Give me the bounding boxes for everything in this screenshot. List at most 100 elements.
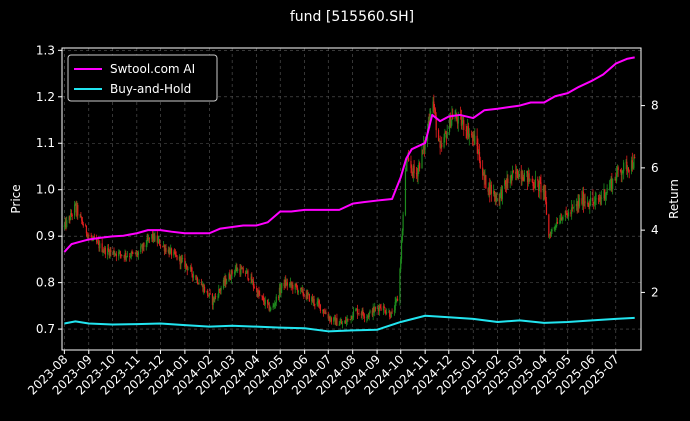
price-bar bbox=[118, 251, 120, 257]
price-bar bbox=[560, 217, 562, 220]
price-bar bbox=[594, 199, 596, 202]
price-bar bbox=[173, 251, 175, 256]
price-bar bbox=[294, 283, 296, 290]
price-bar bbox=[125, 256, 128, 258]
price-bar bbox=[186, 266, 188, 271]
y-axis-left-label: Price bbox=[9, 184, 23, 213]
price-bar bbox=[272, 305, 274, 308]
price-bar bbox=[181, 258, 183, 260]
price-bar bbox=[165, 248, 167, 252]
price-bar bbox=[330, 318, 333, 322]
y-left-tick-label: 0.8 bbox=[36, 276, 55, 290]
price-bar bbox=[463, 120, 465, 130]
price-bar bbox=[516, 169, 518, 178]
price-bar bbox=[482, 167, 484, 176]
price-bar bbox=[493, 190, 496, 198]
price-bar bbox=[198, 283, 200, 285]
price-bar bbox=[207, 290, 209, 296]
price-bar bbox=[623, 162, 625, 172]
price-bar bbox=[440, 144, 442, 148]
price-bar bbox=[142, 242, 144, 249]
price-bar bbox=[575, 203, 578, 207]
price-bar bbox=[417, 168, 419, 177]
price-bar bbox=[549, 235, 552, 237]
price-bar bbox=[350, 315, 352, 320]
price-bar bbox=[64, 221, 66, 226]
price-bar bbox=[81, 216, 83, 221]
price-bar bbox=[278, 296, 280, 298]
price-bar bbox=[393, 310, 396, 312]
price-bar bbox=[388, 311, 390, 313]
price-bar bbox=[478, 151, 481, 162]
price-bar bbox=[175, 254, 177, 256]
price-bar bbox=[589, 205, 591, 208]
price-bar bbox=[593, 201, 596, 204]
price-bar bbox=[413, 165, 415, 174]
price-bar bbox=[187, 268, 189, 271]
price-bar bbox=[384, 308, 386, 313]
price-bar bbox=[601, 197, 603, 199]
price-bar bbox=[391, 311, 393, 313]
price-bar bbox=[457, 114, 459, 124]
price-bar bbox=[212, 297, 214, 305]
price-bar bbox=[185, 263, 187, 268]
price-bar bbox=[196, 277, 198, 280]
price-bar bbox=[335, 318, 337, 325]
price-bar bbox=[582, 192, 584, 204]
price-bar bbox=[545, 201, 548, 215]
price-bar bbox=[338, 324, 340, 326]
price-bar bbox=[242, 267, 244, 273]
price-bar bbox=[385, 312, 388, 314]
price-bar bbox=[382, 306, 385, 311]
price-bar bbox=[356, 308, 359, 315]
price-bar bbox=[610, 179, 612, 184]
price-bar bbox=[339, 322, 341, 325]
price-bar bbox=[274, 305, 276, 306]
price-bar bbox=[628, 170, 630, 172]
price-bar bbox=[333, 317, 336, 319]
price-bar bbox=[482, 172, 485, 176]
price-bar bbox=[445, 132, 447, 134]
price-bar bbox=[466, 131, 468, 136]
price-bar bbox=[554, 226, 556, 228]
price-bar bbox=[389, 316, 392, 318]
legend-entry: Swtool.com AI bbox=[110, 62, 195, 76]
price-bar bbox=[119, 251, 121, 255]
price-bar bbox=[527, 173, 529, 183]
price-bar bbox=[322, 309, 324, 311]
price-bar bbox=[215, 296, 217, 298]
y-left-tick-label: 1.0 bbox=[36, 183, 55, 197]
price-bar bbox=[446, 131, 448, 139]
price-bar bbox=[162, 245, 164, 247]
price-bar bbox=[258, 290, 260, 295]
y-left-tick-label: 0.9 bbox=[36, 229, 55, 243]
price-bar bbox=[561, 219, 563, 221]
price-bar bbox=[542, 186, 544, 193]
price-bar bbox=[158, 239, 160, 241]
price-bar bbox=[291, 284, 293, 286]
price-bar bbox=[65, 221, 67, 227]
price-bar bbox=[538, 180, 540, 191]
price-bar bbox=[273, 305, 275, 307]
price-bar bbox=[462, 120, 464, 123]
price-bar bbox=[231, 270, 233, 274]
price-bar bbox=[615, 173, 618, 181]
price-bar bbox=[278, 287, 281, 298]
price-bar bbox=[195, 275, 197, 280]
price-bar bbox=[234, 268, 236, 273]
price-bar bbox=[69, 216, 71, 220]
price-bar bbox=[476, 135, 478, 147]
price-bar bbox=[576, 203, 578, 207]
price-bar bbox=[424, 140, 426, 150]
price-bar bbox=[526, 170, 528, 174]
price-bar bbox=[281, 282, 283, 289]
price-bar bbox=[606, 188, 608, 194]
price-bar bbox=[401, 230, 403, 241]
price-bar bbox=[433, 101, 435, 108]
price-bar bbox=[213, 297, 215, 301]
price-bar bbox=[625, 161, 627, 163]
price-bar bbox=[115, 253, 117, 257]
price-bar bbox=[394, 301, 396, 311]
price-bar bbox=[434, 109, 436, 116]
price-bar bbox=[123, 255, 125, 258]
